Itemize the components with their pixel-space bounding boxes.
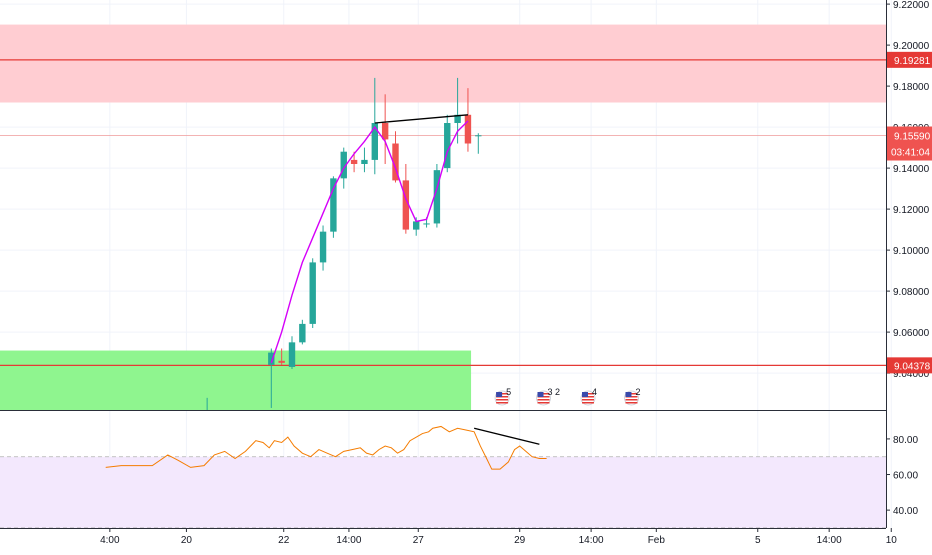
candle[interactable]	[299, 319, 306, 345]
candle[interactable]	[392, 131, 399, 183]
candle-body[interactable]	[433, 170, 441, 224]
candle-body[interactable]	[444, 123, 451, 169]
time-tick-label: 20	[181, 535, 193, 546]
flag-canton	[496, 392, 503, 397]
flag-stripe	[537, 402, 550, 404]
us-flag-event-icon[interactable]: 5	[494, 387, 511, 406]
candle-body[interactable]	[413, 221, 420, 230]
time-tick-label: 14:00	[817, 535, 842, 546]
time-tick-label: 10	[886, 535, 898, 546]
flag-stripe	[625, 399, 638, 401]
candle-body[interactable]	[288, 342, 296, 367]
time-tick-label: 14:00	[336, 535, 361, 546]
price-tick-label: 9.12000	[893, 205, 930, 216]
candle-body[interactable]	[299, 323, 306, 343]
event-count-label: 3 2	[548, 387, 561, 397]
candle-body[interactable]	[454, 114, 461, 123]
us-flag-event-icon[interactable]: 2	[623, 387, 640, 406]
price-tick-label: 9.06000	[893, 328, 930, 339]
price-tick-label: 9.18000	[893, 82, 930, 93]
us-flag-event-icon[interactable]: 3 2	[536, 387, 561, 406]
flag-canton	[537, 392, 544, 397]
candle-body[interactable]	[268, 352, 275, 365]
candle[interactable]	[444, 114, 451, 173]
candle-body[interactable]	[340, 151, 347, 179]
level-price-badge	[887, 357, 932, 374]
oscillator-axis: 80.00 60.00 40.00	[886, 435, 918, 517]
level-price-badge	[887, 51, 932, 68]
candle[interactable]	[464, 88, 472, 152]
support-zone[interactable]	[0, 350, 472, 410]
level-price-label: 9.04378	[894, 361, 931, 372]
time-tick-label: 27	[413, 535, 425, 546]
candle-body[interactable]	[371, 123, 378, 160]
flag-stripe	[582, 402, 595, 404]
flag-stripe	[582, 399, 595, 401]
candle[interactable]	[475, 133, 482, 154]
candle[interactable]	[361, 147, 368, 173]
event-count-label: 5	[506, 387, 511, 397]
time-tick-label: Feb	[648, 535, 666, 546]
us-flag-event-icon[interactable]: 4	[580, 387, 597, 406]
candle[interactable]	[433, 164, 441, 228]
flag-stripe	[496, 399, 509, 401]
flag-stripe	[496, 402, 509, 404]
candle-body[interactable]	[392, 143, 399, 181]
candle-body[interactable]	[319, 231, 327, 263]
countdown-label: 03:41:04	[891, 148, 930, 159]
oscillator-band	[0, 456, 886, 528]
candle-body[interactable]	[402, 180, 410, 230]
candle-body[interactable]	[361, 159, 368, 164]
candle[interactable]	[309, 258, 316, 328]
oscillator-tick-label: 80.00	[893, 435, 918, 446]
level-price-label: 9.19281	[894, 56, 931, 67]
candle[interactable]	[319, 225, 327, 271]
moving-average-line[interactable]	[270, 120, 469, 364]
candle-body[interactable]	[350, 159, 358, 164]
event-count-label: 4	[592, 387, 597, 397]
price-tick-label: 9.10000	[893, 246, 930, 257]
resistance-zone[interactable]	[0, 24, 886, 103]
oscillator-tick-label: 60.00	[893, 471, 918, 482]
candle[interactable]	[381, 94, 389, 164]
time-tick-label: 4:00	[100, 535, 120, 546]
time-tick-label: 29	[514, 535, 526, 546]
price-tick-label: 9.08000	[893, 287, 930, 298]
candle-body[interactable]	[330, 178, 337, 232]
oscillator-tick-label: 40.00	[893, 506, 918, 517]
candle-body[interactable]	[475, 135, 482, 137]
price-tick-label: 9.04000	[893, 369, 930, 380]
last-price-badge	[887, 126, 932, 161]
price-tick-label: 9.14000	[893, 164, 930, 175]
flag-stripe	[625, 402, 638, 404]
divergence-line[interactable]	[474, 427, 540, 445]
candle-body[interactable]	[381, 123, 389, 140]
oscillator-line[interactable]	[105, 425, 547, 470]
time-tick-label: 5	[755, 535, 761, 546]
candle-body[interactable]	[423, 223, 430, 225]
flag-canton	[582, 392, 589, 397]
candle-body[interactable]	[309, 262, 316, 324]
price-tick-label: 9.22000	[893, 0, 930, 11]
trend-line[interactable]	[374, 114, 469, 124]
candle[interactable]	[268, 348, 275, 408]
candle[interactable]	[278, 348, 285, 365]
candle[interactable]	[350, 151, 358, 173]
candle[interactable]	[288, 336, 296, 369]
candle-body[interactable]	[278, 360, 285, 363]
candle-body[interactable]	[464, 114, 472, 144]
time-tick-label: 22	[278, 535, 290, 546]
flag-stripe	[537, 399, 550, 401]
flag-canton	[625, 392, 632, 397]
time-tick-label: 14:00	[579, 535, 604, 546]
price-tick-label: 9.20000	[893, 41, 930, 52]
event-count-label: 2	[635, 387, 640, 397]
candle[interactable]	[330, 176, 337, 238]
last-price-label: 9.15590	[894, 132, 931, 143]
